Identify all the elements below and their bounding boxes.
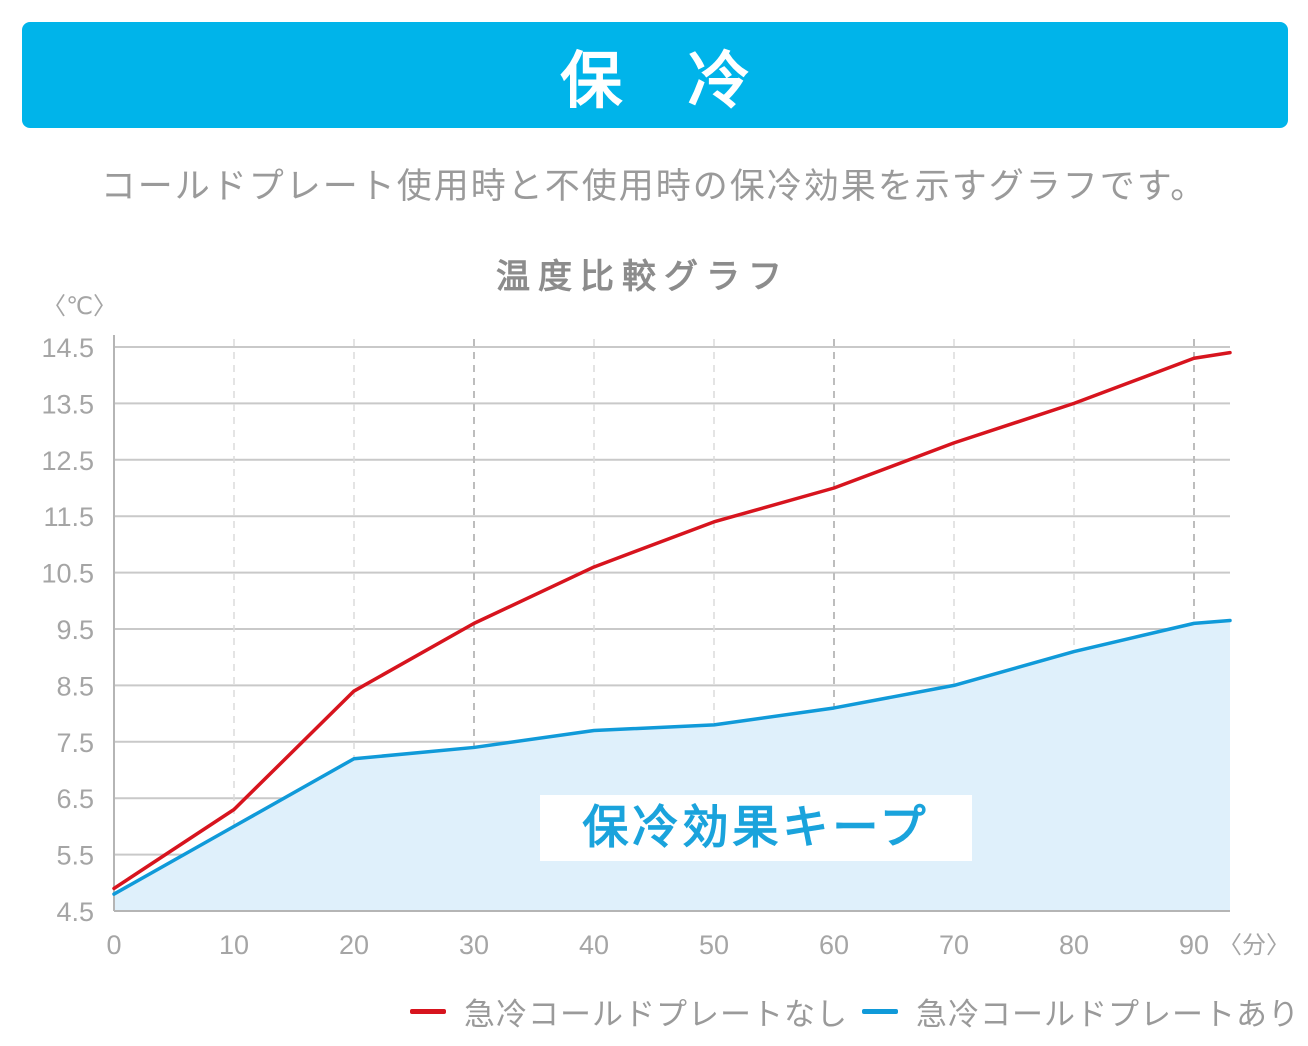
y-tick-label: 12.5 bbox=[41, 446, 94, 476]
y-tick-label: 8.5 bbox=[56, 671, 94, 701]
chart-title: 温度比較グラフ bbox=[496, 257, 790, 297]
y-tick-label: 5.5 bbox=[56, 841, 94, 871]
y-axis-unit: 〈℃〉 bbox=[42, 292, 117, 320]
chart-legend: 急冷コールドプレートなし 急冷コールドプレートあり bbox=[0, 986, 1308, 1036]
y-tick-label: 6.5 bbox=[56, 784, 94, 814]
x-tick-label: 80 bbox=[1059, 930, 1089, 960]
x-tick-label: 30 bbox=[459, 930, 489, 960]
x-tick-label: 60 bbox=[819, 930, 849, 960]
page-subtitle: コールドプレート使用時と不使用時の保冷効果を示すグラフです。 bbox=[100, 167, 1208, 207]
banner-title: 保 冷 bbox=[560, 44, 772, 117]
legend-item-with-plate: 急冷コールドプレートあり bbox=[862, 986, 1300, 1036]
legend-swatch-red bbox=[410, 1008, 446, 1014]
x-tick-label: 90 bbox=[1179, 930, 1209, 960]
x-tick-label: 50 bbox=[699, 930, 729, 960]
annotation-text: 保冷効果キープ bbox=[582, 800, 929, 854]
x-tick-label: 10 bbox=[219, 930, 249, 960]
series-area-1 bbox=[114, 620, 1230, 911]
x-tick-label: 0 bbox=[106, 930, 121, 960]
y-tick-label: 13.5 bbox=[41, 389, 94, 419]
y-tick-label: 4.5 bbox=[56, 897, 94, 927]
legend-label-without-plate: 急冷コールドプレートなし bbox=[464, 996, 848, 1033]
y-tick-label: 7.5 bbox=[56, 728, 94, 758]
x-tick-label: 40 bbox=[579, 930, 609, 960]
y-tick-label: 10.5 bbox=[41, 559, 94, 589]
x-tick-label: 20 bbox=[339, 930, 369, 960]
legend-item-without-plate: 急冷コールドプレートなし bbox=[410, 986, 848, 1036]
x-axis-unit: 〈分〉 bbox=[1218, 931, 1290, 959]
x-tick-label: 70 bbox=[939, 930, 969, 960]
title-banner: 保 冷 bbox=[22, 22, 1288, 128]
y-tick-label: 11.5 bbox=[43, 502, 94, 532]
y-tick-label: 9.5 bbox=[56, 615, 94, 645]
legend-swatch-blue bbox=[862, 1008, 898, 1014]
legend-label-with-plate: 急冷コールドプレートあり bbox=[916, 996, 1300, 1033]
annotation-box bbox=[540, 795, 972, 861]
y-tick-label: 14.5 bbox=[41, 333, 94, 363]
